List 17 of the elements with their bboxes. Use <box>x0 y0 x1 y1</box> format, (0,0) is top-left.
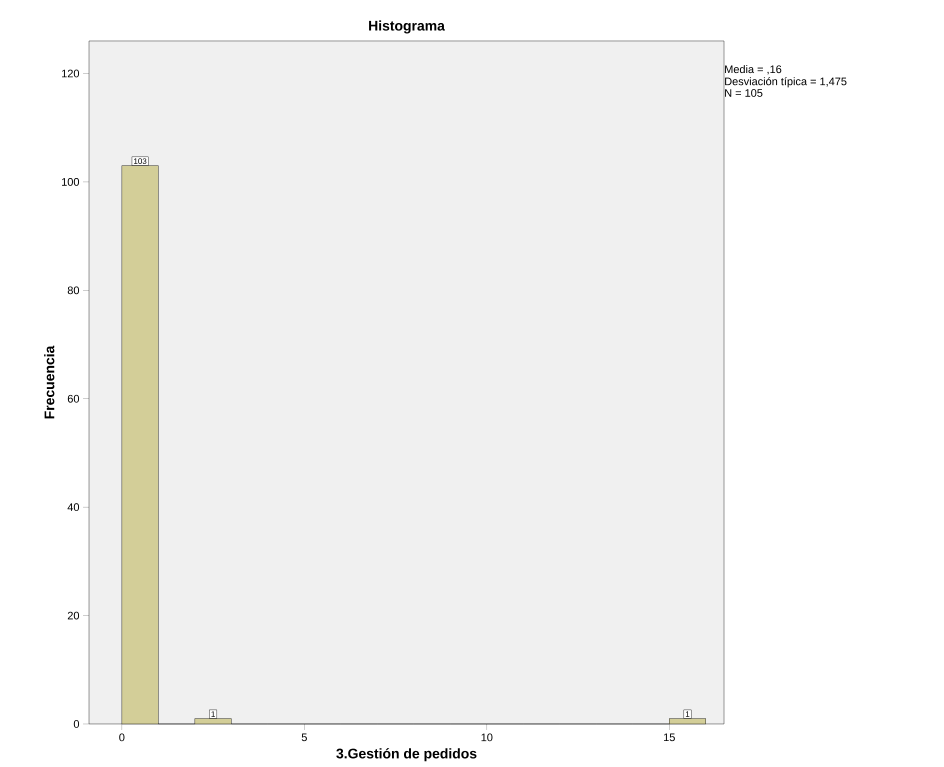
text: Desviación típica = 1,475 <box>725 77 846 88</box>
x-axis-title: 3.Gestión de pedidos <box>336 748 476 762</box>
y-tick-label: 80 <box>68 286 80 294</box>
y-tick-label: 40 <box>68 503 80 512</box>
y-tick-label: 100 <box>62 178 80 186</box>
y-tick-label: 0 <box>74 720 80 728</box>
y-axis-title: Frecuencia <box>44 346 54 418</box>
x-tick-label: 0 <box>119 734 124 742</box>
y-tick-label: 120 <box>62 70 80 78</box>
x-tick-label: 10 <box>482 734 492 742</box>
y-tick-label: 60 <box>68 394 80 403</box>
x-tick-label: 15 <box>664 734 675 742</box>
text: Media = ,16 <box>725 65 782 74</box>
text: N = 105 <box>725 89 762 97</box>
chart-title: Histograma <box>369 20 445 34</box>
x-tick-label: 5 <box>302 734 307 742</box>
y-tick-label: 20 <box>68 612 80 620</box>
